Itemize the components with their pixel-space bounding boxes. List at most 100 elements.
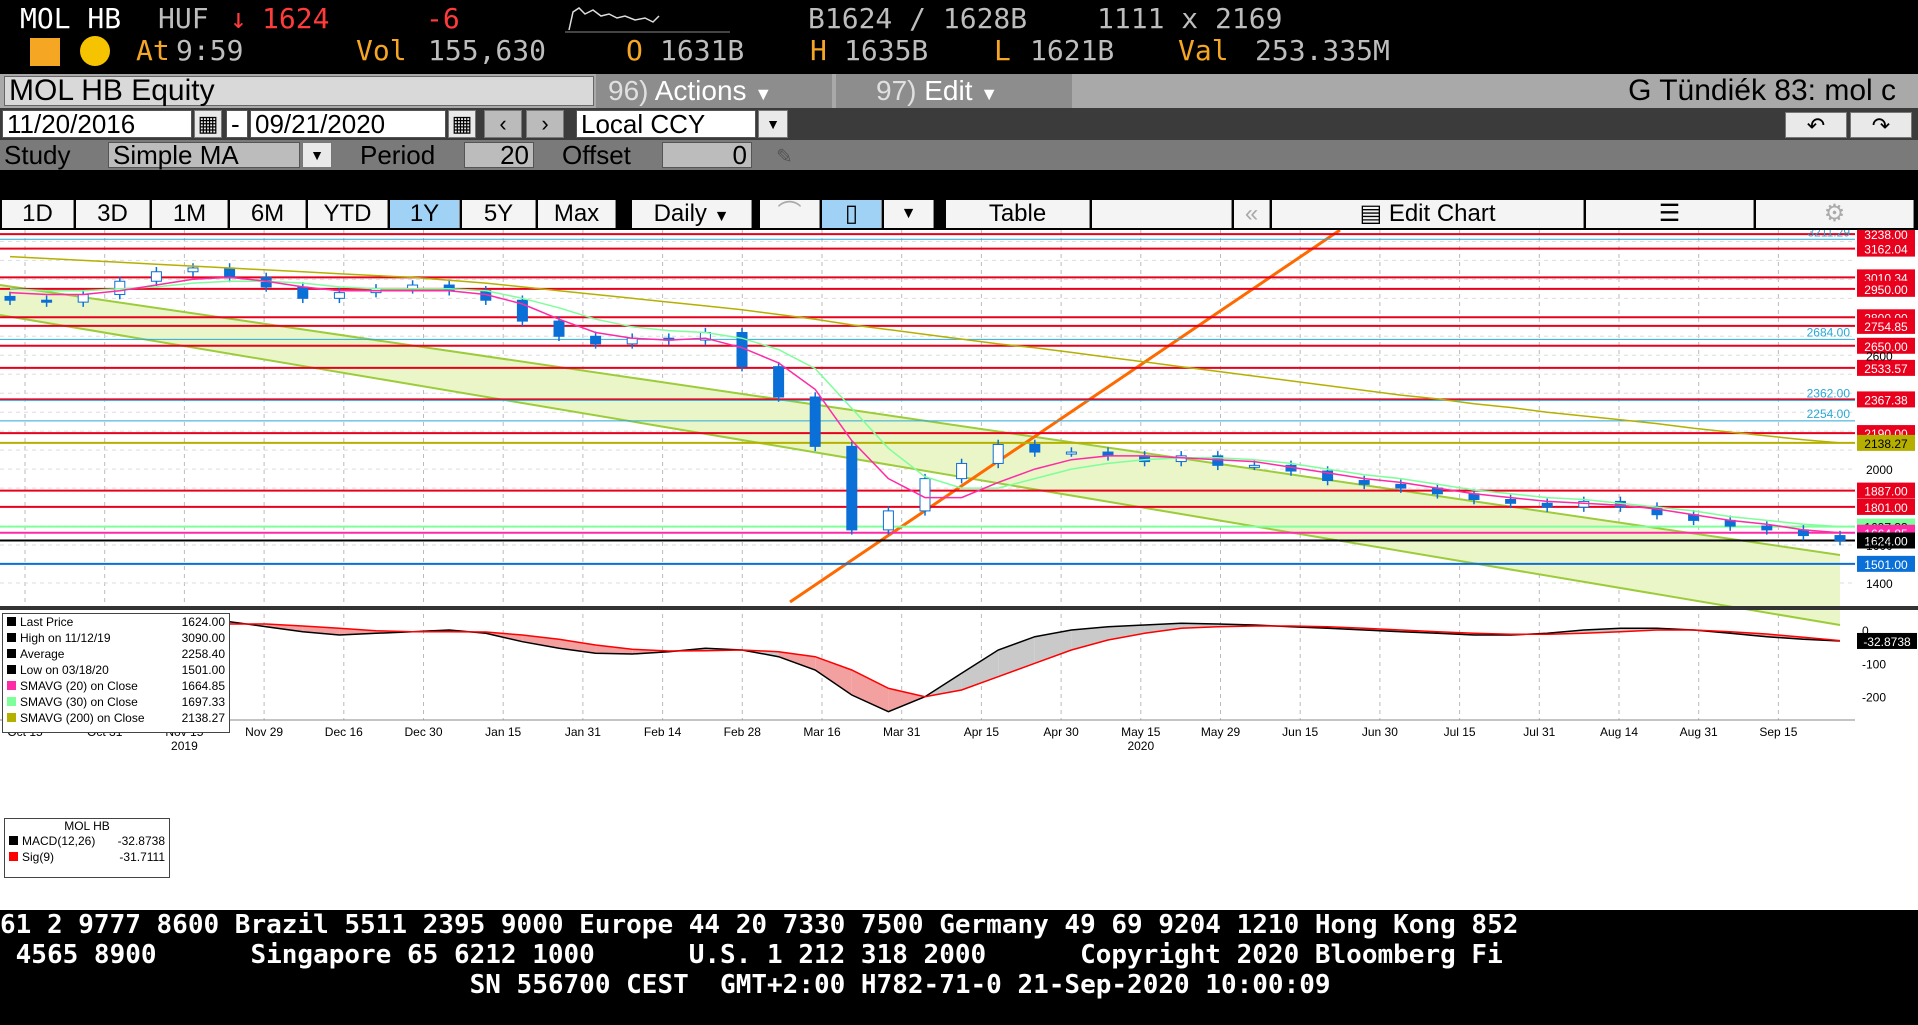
edit-label: Edit [924,75,973,106]
end-date-field[interactable]: 09/21/2020 [250,110,446,138]
actions-menu[interactable]: 96) Actions ▼ [596,74,832,108]
annotate-icon[interactable]: ☰ [1586,200,1754,228]
x-tick-label: Sep 15 [1759,725,1797,739]
h-level-badge [1857,280,1915,297]
undo-button[interactable]: ↶ [1785,112,1847,138]
legend-label: Average [20,647,65,661]
range-button-3d[interactable]: 3D [76,200,150,228]
legend-label: SMAVG (20) on Close [20,679,138,693]
legend-value: 1501.00 [181,663,225,677]
edit-chart-button[interactable]: ▤ Edit Chart [1272,200,1584,228]
study-row: Study Simple MA ▼ Period 20 Offset 0 ✎ [0,140,1918,170]
bid-ask: B1624 / 1628B [808,2,1028,35]
chart-type-dropdown[interactable]: ▼ [884,200,934,228]
pencil-icon[interactable]: ✎ [776,146,793,168]
legend-swatch [9,852,18,861]
scroll-right-button[interactable]: › [526,110,564,138]
security-title: MOL HB Equity [4,76,594,106]
x-tick-label: Jan 15 [485,725,521,739]
legend-label: SMAVG (200) on Close [20,711,145,725]
macd-histogram-fill [595,645,633,654]
range-button-max[interactable]: Max [538,200,616,228]
legend-row: SMAVG (200) on Close 2138.27 [3,710,229,726]
h-level-label: 2533.57 [1864,362,1908,376]
h-level-label: 2754.85 [1864,320,1908,334]
h-level-label: 3162.04 [1864,243,1908,257]
h-level-badge [1857,359,1915,376]
candle-body [809,396,821,447]
study-select[interactable]: Simple MA [108,142,300,168]
period-label: Period [360,140,436,170]
macd-last-badge [1857,632,1917,649]
double-left-icon[interactable]: « [1234,200,1270,228]
candle-body [956,462,968,480]
y-tick-label: 2600 [1866,349,1893,363]
candle-body [4,295,16,301]
start-date-field[interactable]: 11/20/2016 [2,110,192,138]
y-tick-label: 1400 [1866,577,1893,591]
net-change: -6 [426,2,460,35]
candle-body [773,366,785,398]
candle-body [1248,464,1260,468]
last-time: 9:59 [176,34,244,67]
range-button-1m[interactable]: 1M [152,200,228,228]
h-level-badge [1857,391,1915,408]
legend-label: Sig(9) [22,850,55,864]
macd-histogram-fill [1034,630,1072,664]
redo-button[interactable]: ↷ [1850,112,1912,138]
chevron-down-icon: ▼ [980,84,999,104]
candle-body [1761,525,1773,531]
range-button-ytd[interactable]: YTD [308,200,388,228]
range-button-5y[interactable]: 5Y [462,200,536,228]
title-bar: MOL HB Equity 96) Actions ▼ 97) Edit ▼ G… [0,74,1918,108]
year-label: 2020 [1127,739,1154,753]
currency-code: HUF [158,2,209,35]
price-chart[interactable]: 3238.003211.293162.043010.342950.002800.… [0,230,1918,910]
range-button-1y[interactable]: 1Y [390,200,460,228]
gear-icon[interactable]: ⚙ [1756,200,1914,228]
range-button-1d[interactable]: 1D [2,200,74,228]
h-level-label: 3238.00 [1864,230,1908,242]
bar-chart-icon[interactable]: ▯ [822,200,882,228]
volume-value: 155,630 [428,34,547,67]
macd-y-tick: -200 [1862,691,1886,705]
legend-value: 1664.85 [181,679,225,693]
candle-body [1358,480,1370,485]
y-tick-label: 1600 [1866,539,1893,553]
offset-input[interactable]: 0 [662,142,752,168]
macd-y-tick: 0 [1862,624,1869,638]
candle-body [1578,500,1590,508]
chevron-down-icon[interactable]: ▼ [758,110,788,138]
h-level-tag: 2138.27 [1857,434,1915,451]
legend-swatch [7,649,16,658]
period-input[interactable]: 20 [464,142,534,168]
edit-number: 97) [876,75,917,106]
scroll-left-button[interactable]: ‹ [484,110,522,138]
line-chart-icon[interactable]: ⌒ [760,200,820,228]
bid-ask-size: 1111 x 2169 [1097,2,1283,35]
bloomberg-bars-icon [30,38,60,66]
calendar-icon[interactable]: ▦ [448,110,476,138]
candle-body [1541,502,1553,508]
candle-body [919,478,931,512]
ticker-line-2: 4565 8900 Singapore 65 6212 1000 U.S. 1 … [0,940,1918,970]
legend-label: MACD(12,26) [22,834,96,848]
ticker-symbol: MOL HB [20,2,122,35]
channel-lower [0,314,1841,626]
year-label: 2019 [171,739,198,753]
sma200-line [9,255,1841,444]
frequency-select[interactable]: Daily ▼ [632,200,752,228]
currency-select[interactable]: Local CCY [576,110,756,138]
table-button[interactable]: Table [946,200,1090,228]
sma30-line [9,280,1841,528]
chevron-down-icon[interactable]: ▼ [302,142,332,168]
h-level-badge [1857,240,1915,257]
footer-blank [0,1000,1918,1025]
calendar-icon[interactable]: ▦ [194,110,222,138]
blank-toolbar-slot [1092,200,1232,228]
edit-menu[interactable]: 97) Edit ▼ [836,74,1072,108]
h-level-tag: 3238.00 [1857,230,1915,243]
x-tick-label: Jul 15 [1444,725,1476,739]
macd-histogram-fill [1108,625,1145,640]
range-button-6m[interactable]: 6M [230,200,306,228]
